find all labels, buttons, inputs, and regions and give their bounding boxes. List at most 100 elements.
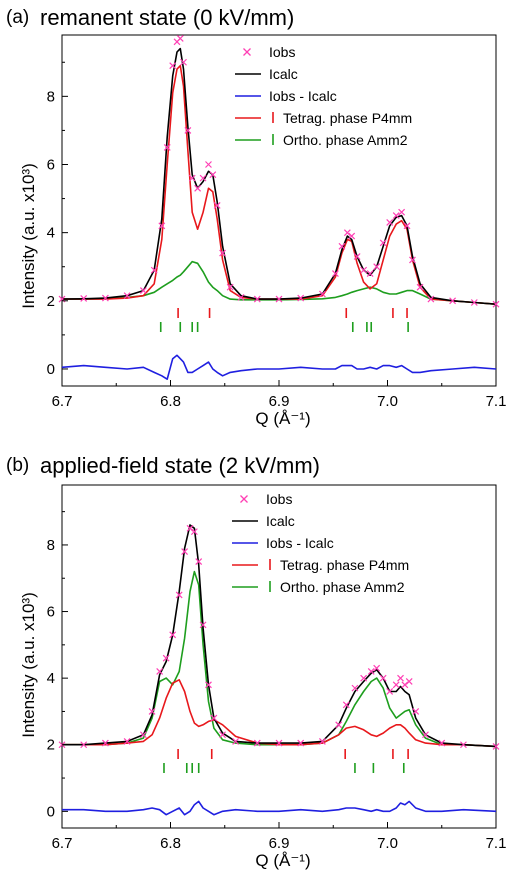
panel-b-series-3-line <box>62 679 497 748</box>
panel-a: (a) remanent state (0 kV/mm) Intensity (… <box>6 5 506 428</box>
panel-a-ytick-label: 6 <box>47 156 55 173</box>
panel-b-obs-point <box>199 621 207 629</box>
panel-a-obs-point <box>398 208 406 216</box>
panel-a-marks <box>58 34 500 380</box>
panel-b-obs-point <box>373 664 381 672</box>
panel-b-xtick-label: 6.8 <box>160 835 181 852</box>
panel-b-xtick-label: 6.9 <box>269 835 290 852</box>
panel-b-obs-point <box>460 741 467 749</box>
panel-b-ticks: 6.7 6.8 6.9 7.0 7.1 0 2 4 6 8 <box>47 511 507 852</box>
panel-b-legend-label-2: Iobs - Icalc <box>266 535 334 551</box>
panel-b-obs-point <box>360 674 368 682</box>
panel-a-ytick-label: 0 <box>47 361 55 378</box>
panel-a-obs-point <box>219 249 227 257</box>
panel-b-obs-point <box>101 739 109 747</box>
panel-a-ytick-label: 2 <box>47 293 55 310</box>
panel-a-obs-point <box>338 242 346 250</box>
panel-b-legend-obs-symbol <box>240 495 248 503</box>
panel-b-obs-point <box>392 681 400 689</box>
panel-a-obs-point <box>194 184 202 192</box>
panel-b-obs-point <box>275 739 283 747</box>
panel-a-obs-point <box>275 295 283 303</box>
panel-a-xtick-label: 6.7 <box>52 393 73 410</box>
panel-a-obs-point <box>409 256 416 264</box>
panel-a-obs-point <box>386 219 394 226</box>
panel-a-obs-point <box>403 222 411 230</box>
panel-a-obs-point <box>158 222 166 230</box>
panel-a-obs-point <box>80 294 88 302</box>
panel-a-obs-point <box>373 263 381 271</box>
panel-b-ytick-label: 6 <box>47 604 55 621</box>
panel-b-obs-point <box>412 708 420 715</box>
panel-b-xtick-label: 6.7 <box>52 835 73 852</box>
panel-a-legend-obs-symbol <box>243 48 251 56</box>
panel-b-obs-point <box>253 739 261 747</box>
panel-a-obs-point <box>379 239 387 247</box>
panel-b-obs-point <box>405 678 413 685</box>
panel-a-legend-label-2: Iobs - Icalc <box>269 88 337 104</box>
panel-a-legend-label-1: Icalc <box>269 66 298 82</box>
panel-a-xtick-label: 6.9 <box>269 393 290 410</box>
panel-a-xlabel: Q (Å⁻¹) <box>255 409 310 428</box>
panel-a-ytick-label: 8 <box>47 88 55 105</box>
panel-b-obs-point <box>379 674 387 682</box>
panel-a-obs-point <box>226 283 234 291</box>
panel-b-obs-point <box>219 731 227 739</box>
panel-b-title: applied-field state (2 kV/mm) <box>40 453 320 478</box>
panel-b-legend-label-4: Ortho. phase Amm2 <box>280 579 405 595</box>
panel-b-legend-label-3: Tetrag. phase P4mm <box>280 557 409 573</box>
panel-b-obs-point <box>397 674 404 682</box>
panel-a-legend-label-0: Iobs <box>269 44 295 60</box>
panel-b-obs-point <box>386 688 394 695</box>
panel-b-obs-point <box>205 681 212 689</box>
panel-a-obs-point <box>123 292 131 300</box>
panel-a-series-2-line <box>61 354 497 380</box>
panel-a-obs-point <box>360 266 368 274</box>
panel-a-obs-point <box>331 270 339 277</box>
panel-a-legend-label-3: Tetrag. phase P4mm <box>283 110 412 126</box>
panel-b-ytick-label: 2 <box>47 737 55 754</box>
panel-a-obs-point <box>184 126 192 134</box>
panel-b-obs-point <box>297 739 305 747</box>
panel-a-obs-point <box>237 293 245 301</box>
panel-b-obs-point <box>351 684 359 692</box>
panel-a-obs-point <box>392 212 400 220</box>
panel-b-obs-point <box>162 654 170 662</box>
panel-a-obs-point <box>169 62 177 70</box>
panel-a-legend-label-4: Ortho. phase Amm2 <box>283 132 408 148</box>
panel-a-obs-point <box>176 34 184 42</box>
panel-b-ytick-label: 4 <box>47 670 55 687</box>
panel-a-ytick-label: 4 <box>47 225 55 242</box>
panel-a-xtick-label: 7.1 <box>486 393 507 410</box>
panel-b-obs-point <box>318 737 326 745</box>
panel-b-obs-point <box>422 731 429 739</box>
panel-a-obs-point <box>101 294 109 302</box>
panel-a-ylabel: Intensity (a.u. x10³) <box>19 163 38 309</box>
panel-b-obs-point <box>139 731 147 739</box>
panel-b-letter: (b) <box>6 455 29 476</box>
panel-a-obs-point <box>163 144 171 151</box>
panel-b-obs-point <box>210 714 218 722</box>
panel-a-obs-point <box>199 174 207 182</box>
panel-b-legend-label-1: Icalc <box>266 513 295 529</box>
panel-b-obs-point <box>492 742 500 750</box>
panel-a-obs-point <box>427 295 435 303</box>
panel-b-obs-point <box>367 668 375 675</box>
panel-a-obs-point <box>366 270 374 277</box>
panel-b-obs-point <box>342 701 350 709</box>
panel-b-obs-point <box>186 524 194 532</box>
panel-b-obs-point <box>181 548 189 556</box>
panel-b-obs-point <box>80 741 88 749</box>
panel-a-obs-point <box>180 58 187 66</box>
panel-b-obs-point <box>123 737 131 745</box>
panel-b-obs-point <box>175 591 183 599</box>
panel-b-obs-point <box>438 739 446 747</box>
panel-b-obs-point <box>232 737 240 745</box>
panel-a-obs-point <box>318 290 326 298</box>
panel-b: (b) applied-field state (2 kV/mm) Intens… <box>6 453 506 870</box>
panel-a-obs-point <box>297 294 305 302</box>
panel-b-ylabel: Intensity (a.u. x10³) <box>19 592 38 738</box>
panel-b-xtick-label: 7.1 <box>486 835 507 852</box>
panel-a-obs-point <box>213 201 221 209</box>
panel-a-obs-point <box>470 299 478 306</box>
